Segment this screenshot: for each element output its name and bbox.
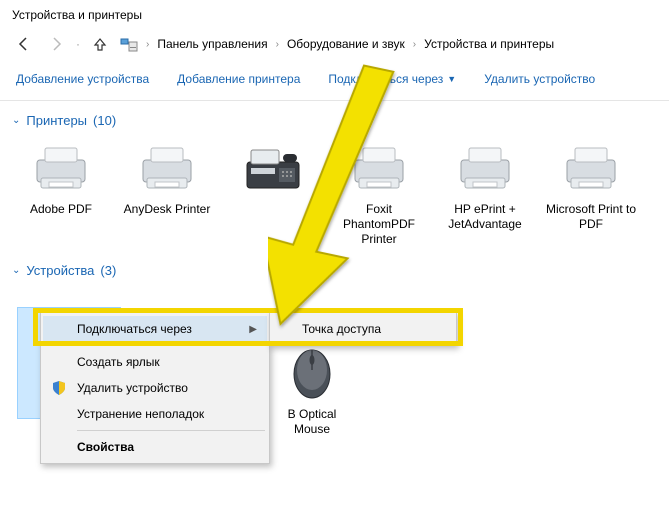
shield-icon <box>51 380 67 396</box>
device-label: B Optical Mouse <box>272 407 352 437</box>
add-printer-button[interactable]: Добавление принтера <box>177 72 300 86</box>
menu-label: Удалить устройство <box>77 381 188 395</box>
navigation-bar: · › Панель управления › Оборудование и з… <box>0 26 669 62</box>
printer-icon <box>559 140 623 196</box>
menu-label: Создать ярлык <box>77 355 160 369</box>
back-button[interactable] <box>12 32 36 56</box>
devices-section-count: (3) <box>100 263 116 278</box>
printer-icon <box>453 140 517 196</box>
printer-icon <box>135 140 199 196</box>
crumb-hardware-sound[interactable]: Оборудование и звук <box>283 35 409 53</box>
chevron-down-icon: ⌄ <box>12 265 20 276</box>
device-item-mouse[interactable]: B Optical Mouse <box>272 340 352 437</box>
crumb-control-panel[interactable]: Панель управления <box>153 35 271 53</box>
forward-button[interactable] <box>44 32 68 56</box>
printer-label: HP ePrint + JetAdvantage <box>435 202 535 232</box>
printer-item[interactable]: Foxit PhantomPDF Printer <box>326 136 432 251</box>
printer-item[interactable]: Adobe PDF <box>8 136 114 251</box>
mouse-icon <box>284 340 340 400</box>
printer-label: Adobe PDF <box>30 202 92 217</box>
menu-properties[interactable]: Свойства <box>43 434 267 460</box>
printer-item[interactable]: Microsoft Print to PDF <box>538 136 644 251</box>
breadcrumb: › Панель управления › Оборудование и зву… <box>146 35 657 53</box>
menu-label: Устранение неполадок <box>77 407 204 421</box>
dropdown-triangle-icon: ▼ <box>447 74 456 84</box>
devices-section-label: Устройства <box>26 263 94 278</box>
context-submenu: Точка доступа <box>269 312 457 346</box>
menu-separator <box>77 345 265 346</box>
fax-icon <box>241 140 305 196</box>
printers-row: Adobe PDF AnyDesk Printer <box>0 136 669 251</box>
printer-item[interactable] <box>220 136 326 251</box>
printer-item[interactable]: HP ePrint + JetAdvantage <box>432 136 538 251</box>
printer-item[interactable]: AnyDesk Printer <box>114 136 220 251</box>
menu-remove-device[interactable]: Удалить устройство <box>43 375 267 401</box>
add-device-button[interactable]: Добавление устройства <box>16 72 149 86</box>
printer-icon <box>29 140 93 196</box>
menu-connect-via[interactable]: Подключаться через ▶ <box>43 316 267 342</box>
location-icon <box>120 35 138 53</box>
menu-label: Свойства <box>77 440 134 454</box>
printers-section-count: (10) <box>93 113 116 128</box>
chevron-down-icon: ⌄ <box>12 115 20 126</box>
window-title: Устройства и принтеры <box>0 0 669 26</box>
up-button[interactable] <box>88 32 112 56</box>
connect-via-label: Подключаться через <box>328 72 443 86</box>
crumb-devices-printers[interactable]: Устройства и принтеры <box>420 35 558 53</box>
menu-label: Подключаться через <box>77 322 192 336</box>
context-menu: Подключаться через ▶ Создать ярлык Удали… <box>40 312 270 464</box>
nav-separator: · <box>76 37 80 51</box>
menu-create-shortcut[interactable]: Создать ярлык <box>43 349 267 375</box>
chevron-right-icon: › <box>276 39 279 50</box>
printers-section-header[interactable]: ⌄ Принтеры (10) <box>0 101 669 136</box>
submenu-arrow-icon: ▶ <box>249 324 257 335</box>
printer-label: AnyDesk Printer <box>124 202 211 217</box>
printers-section-label: Принтеры <box>26 113 87 128</box>
printer-label: Microsoft Print to PDF <box>541 202 641 232</box>
menu-troubleshoot[interactable]: Устранение неполадок <box>43 401 267 427</box>
printer-label: Foxit PhantomPDF Printer <box>329 202 429 247</box>
remove-device-button[interactable]: Удалить устройство <box>484 72 595 86</box>
menu-separator <box>77 430 265 431</box>
menu-label: Точка доступа <box>302 322 381 336</box>
chevron-right-icon: › <box>413 39 416 50</box>
command-bar: Добавление устройства Добавление принтер… <box>0 62 669 101</box>
chevron-right-icon: › <box>146 39 149 50</box>
printer-icon <box>347 140 411 196</box>
connect-via-button[interactable]: Подключаться через ▼ <box>328 72 456 86</box>
submenu-access-point[interactable]: Точка доступа <box>272 316 454 342</box>
devices-section-header[interactable]: ⌄ Устройства (3) <box>0 251 669 286</box>
